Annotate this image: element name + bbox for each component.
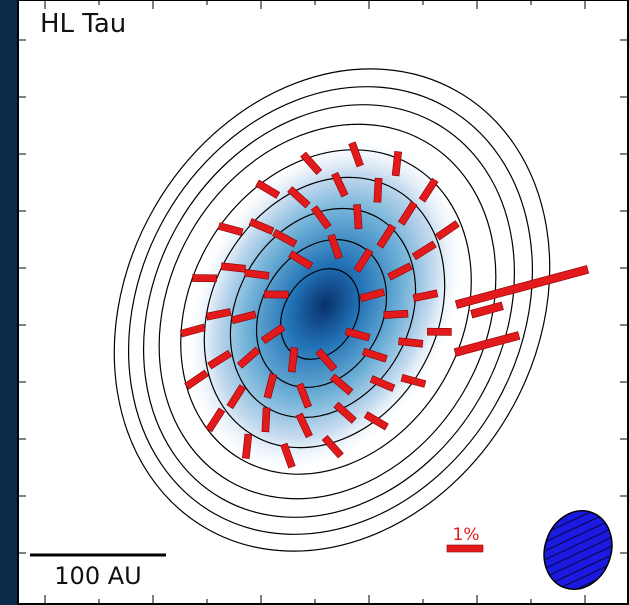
scale-bar-label: 100 AU bbox=[54, 562, 141, 590]
vector bbox=[353, 204, 362, 228]
title: HL Tau bbox=[40, 9, 126, 39]
vector bbox=[193, 275, 217, 282]
vector bbox=[264, 291, 288, 298]
vector bbox=[384, 310, 408, 318]
vector bbox=[427, 328, 451, 335]
vector bbox=[262, 408, 270, 432]
polarization-scale-bar bbox=[447, 545, 483, 552]
polarization-scale-label: 1% bbox=[453, 525, 480, 545]
vector bbox=[374, 178, 382, 202]
left-strip bbox=[0, 0, 18, 605]
figure: HL Tau 1% 100 AU bbox=[0, 0, 629, 605]
